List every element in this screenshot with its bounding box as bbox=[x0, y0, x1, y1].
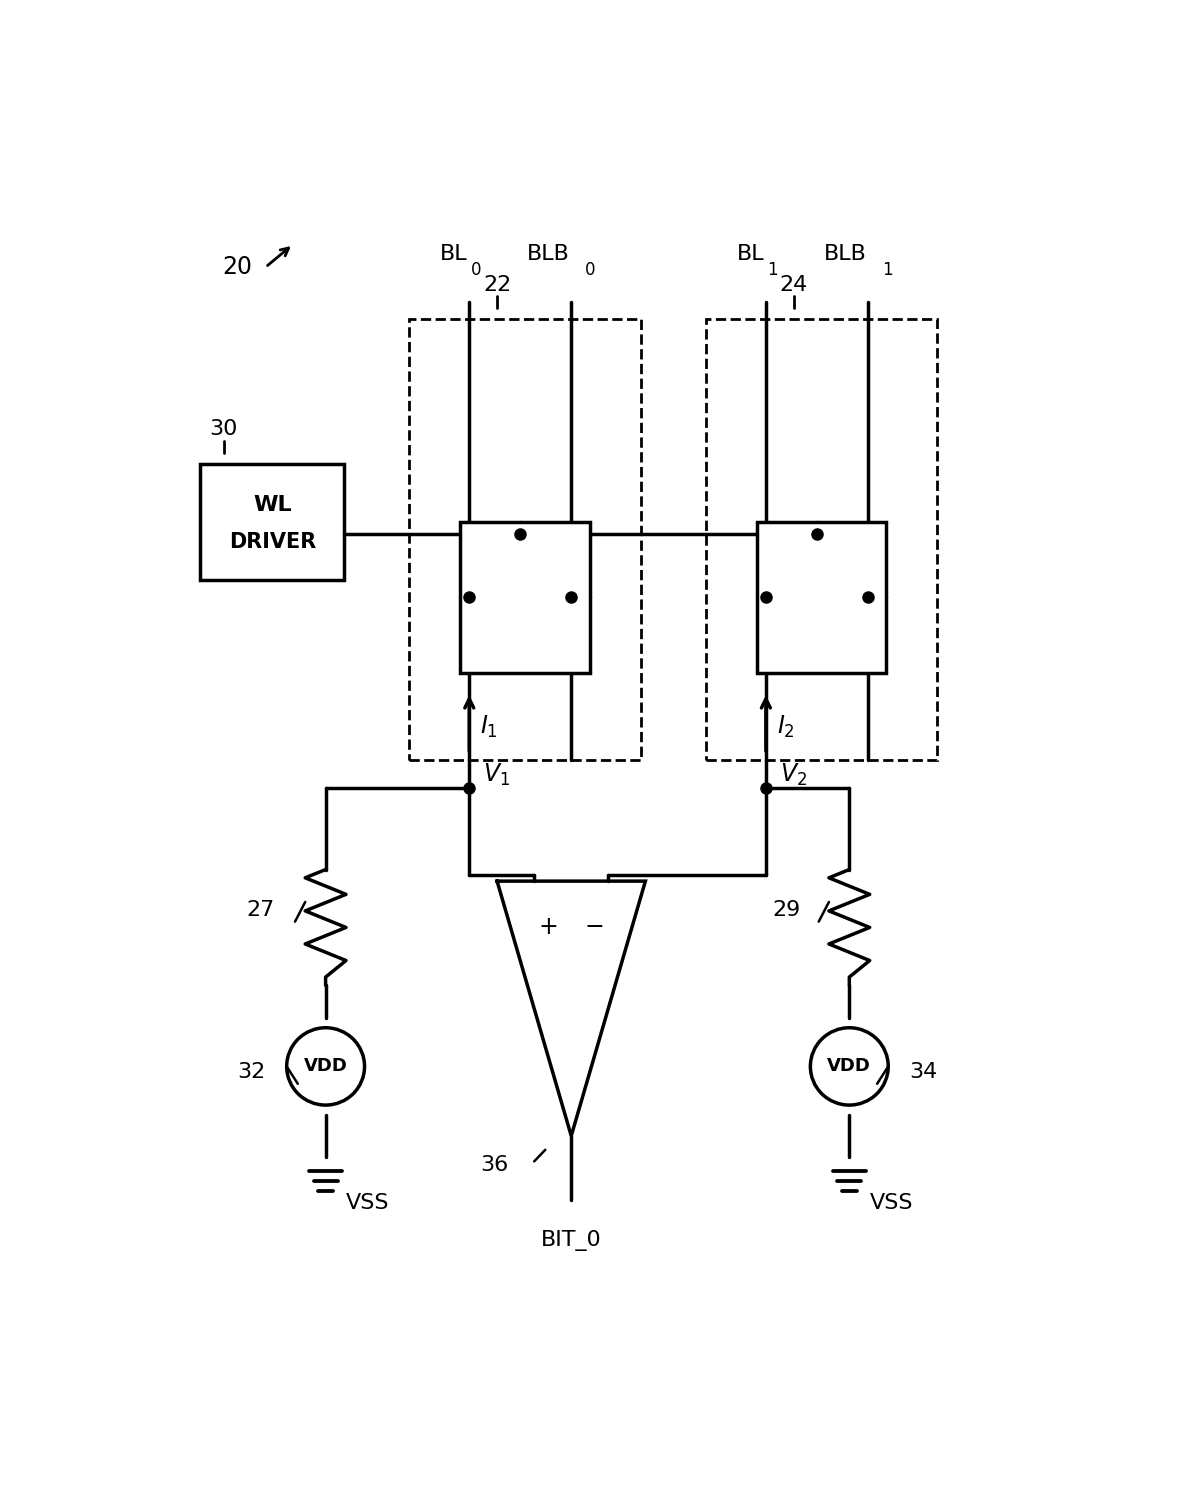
Text: $V_1$: $V_1$ bbox=[483, 761, 511, 788]
Bar bbox=[409, 319, 641, 760]
Text: $I_1$: $I_1$ bbox=[481, 714, 499, 740]
Text: 0: 0 bbox=[471, 260, 481, 278]
Text: 27: 27 bbox=[246, 899, 275, 920]
Text: 0: 0 bbox=[585, 260, 596, 278]
Text: 34: 34 bbox=[909, 1062, 938, 1083]
Bar bbox=[201, 465, 344, 581]
Text: 1: 1 bbox=[768, 260, 779, 278]
Text: 22: 22 bbox=[483, 275, 511, 295]
Text: VDD: VDD bbox=[828, 1057, 871, 1075]
Bar bbox=[460, 522, 590, 672]
Text: VSS: VSS bbox=[346, 1193, 390, 1214]
Text: −: − bbox=[585, 916, 604, 940]
Text: WL: WL bbox=[254, 495, 292, 514]
Text: 32: 32 bbox=[237, 1062, 266, 1083]
Text: BIT_0: BIT_0 bbox=[541, 1230, 602, 1251]
Text: 30: 30 bbox=[209, 420, 238, 439]
Text: BL: BL bbox=[440, 244, 468, 263]
Text: 26: 26 bbox=[508, 575, 542, 602]
Text: BL: BL bbox=[737, 244, 764, 263]
Text: $I_2$: $I_2$ bbox=[777, 714, 795, 740]
Bar bbox=[757, 522, 886, 672]
Text: 1: 1 bbox=[881, 260, 892, 278]
Text: DRIVER: DRIVER bbox=[228, 532, 316, 552]
Text: 36: 36 bbox=[480, 1155, 508, 1175]
Text: BLB: BLB bbox=[526, 244, 569, 263]
Text: 20: 20 bbox=[222, 256, 252, 280]
Text: VSS: VSS bbox=[869, 1193, 914, 1214]
Text: +: + bbox=[538, 916, 559, 940]
Text: VDD: VDD bbox=[304, 1057, 348, 1075]
Text: $V_2$: $V_2$ bbox=[780, 761, 807, 788]
Bar bbox=[706, 319, 938, 760]
Polygon shape bbox=[498, 881, 646, 1136]
Text: BLB: BLB bbox=[823, 244, 866, 263]
Text: 24: 24 bbox=[780, 275, 807, 295]
Text: 29: 29 bbox=[773, 899, 801, 920]
Text: 28: 28 bbox=[805, 575, 838, 602]
